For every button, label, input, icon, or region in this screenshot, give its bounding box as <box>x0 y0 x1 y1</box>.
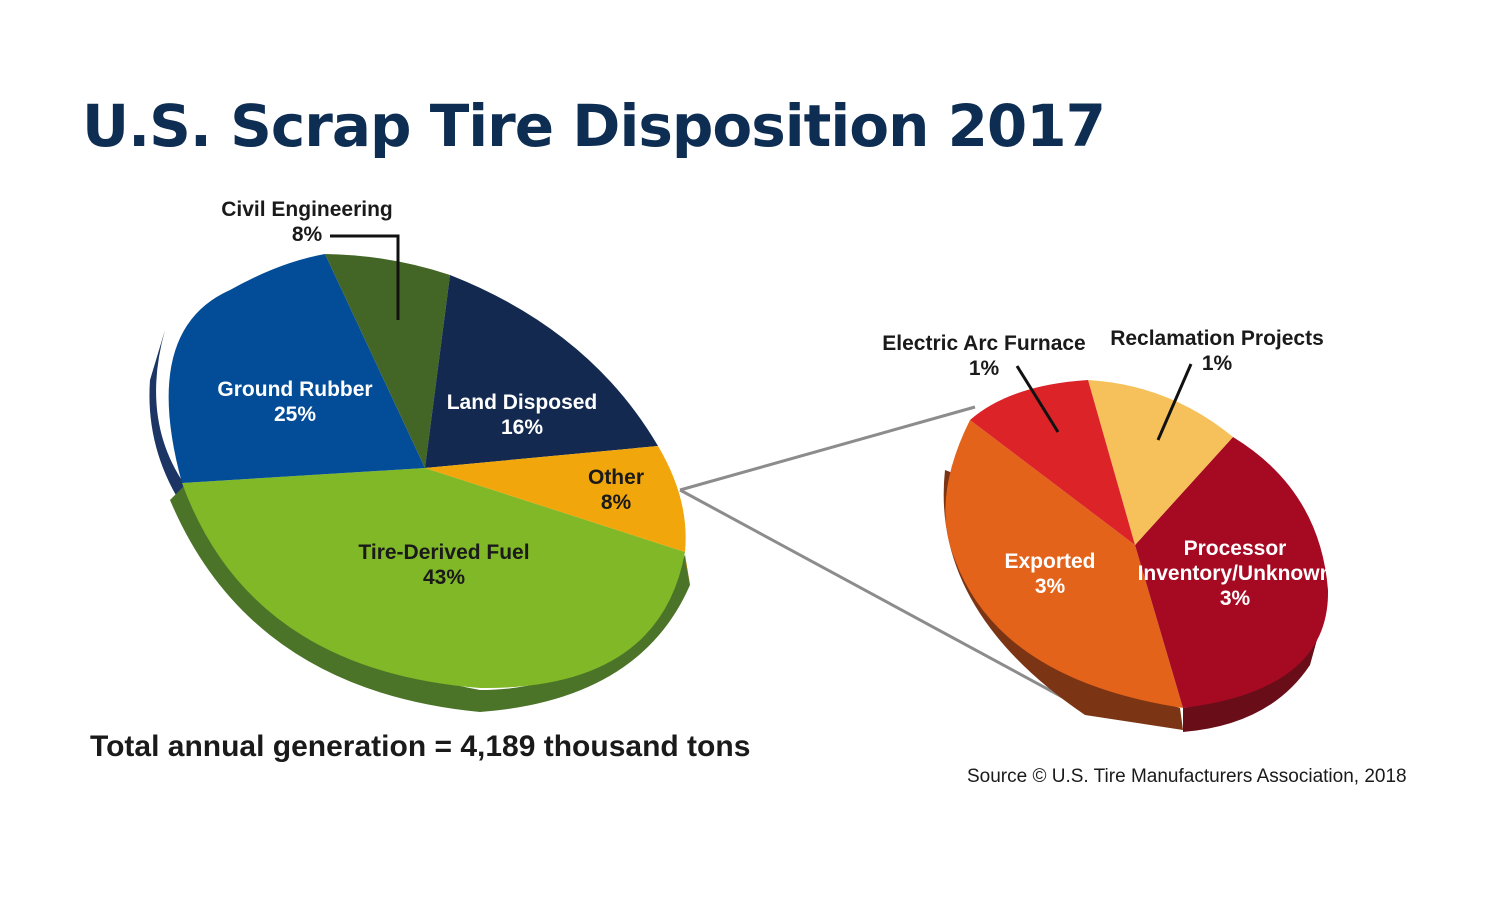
label-other: Other <box>588 466 644 489</box>
pct-land-disposed: 16% <box>501 416 543 439</box>
main-pie-depth <box>149 330 690 712</box>
pct-ground-rubber: 25% <box>274 403 316 426</box>
slice-other <box>425 446 686 552</box>
total-annual-generation: Total annual generation = 4,189 thousand… <box>90 730 751 763</box>
slice-electric-arc-furnace <box>970 380 1135 545</box>
label-processor: Processor <box>1184 537 1287 560</box>
slice-ground-rubber <box>168 254 426 483</box>
label-land-disposed: Land Disposed <box>447 391 598 414</box>
pct-other: 8% <box>601 491 632 514</box>
pct-processor-inventory: 3% <box>1220 587 1251 610</box>
label-electric-arc-furnace: Electric Arc Furnace <box>882 332 1085 355</box>
label-exported: Exported <box>1004 550 1095 573</box>
label-ground-rubber: Ground Rubber <box>217 378 372 401</box>
label-civil-engineering: Civil Engineering <box>221 198 393 221</box>
source-credit: Source © U.S. Tire Manufacturers Associa… <box>967 766 1407 787</box>
chart-title: U.S. Scrap Tire Disposition 2017 <box>82 92 1106 160</box>
pct-exported: 3% <box>1035 575 1066 598</box>
pct-electric-arc-furnace: 1% <box>969 357 1000 380</box>
slice-exported <box>945 420 1183 708</box>
pct-reclamation-projects: 1% <box>1202 352 1233 375</box>
connector-lines <box>679 405 1091 714</box>
main-pie <box>168 254 686 689</box>
label-reclamation-projects: Reclamation Projects <box>1110 327 1324 350</box>
other-pie <box>945 380 1329 708</box>
pct-civil-engineering: 8% <box>292 223 323 246</box>
slice-land-disposed <box>425 275 658 468</box>
leader-lines <box>330 234 1193 441</box>
slice-tire-derived-fuel <box>182 468 685 689</box>
slice-civil-engineering <box>325 254 450 468</box>
slice-reclamation-projects <box>1088 380 1233 545</box>
pct-tire-derived-fuel: 43% <box>423 566 465 589</box>
slice-processor-inventory <box>1135 437 1329 708</box>
label-inventory-unknown: Inventory/Unknown <box>1138 562 1333 585</box>
label-tire-derived-fuel: Tire-Derived Fuel <box>358 541 529 564</box>
